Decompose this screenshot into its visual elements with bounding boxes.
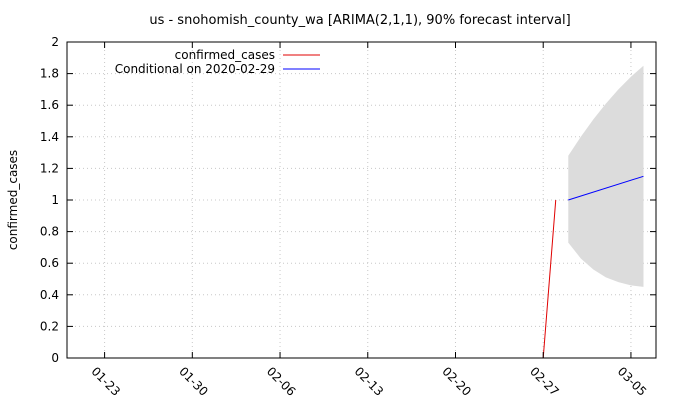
x-tick-label: 01-23	[88, 364, 123, 399]
chart-title: us - snohomish_county_wa [ARIMA(2,1,1), …	[149, 13, 570, 28]
y-tick-label: 0.6	[40, 256, 59, 270]
plot-frame	[66, 41, 657, 359]
legend-label-confirmed-cases: confirmed_cases	[175, 48, 275, 62]
series-line-confirmed-cases	[542, 199, 557, 359]
y-tick-label: 2	[51, 35, 59, 49]
y-tick-label: 0.4	[40, 288, 59, 302]
x-tick-label: 03-05	[615, 364, 650, 399]
y-tick-label: 1.6	[40, 98, 59, 112]
series-line-conditional-forecast	[568, 175, 644, 201]
y-tick-label: 0.8	[40, 225, 59, 239]
y-tick-label: 1.8	[40, 67, 59, 81]
y-tick-label: 0.2	[40, 319, 59, 333]
x-tick-label: 01-30	[176, 364, 211, 399]
y-axis-label: confirmed_cases	[6, 150, 20, 250]
x-tick-label: 02-20	[439, 364, 474, 399]
grid	[67, 42, 656, 358]
forecast-interval-band	[568, 65, 644, 287]
y-tick-label: 0	[51, 351, 59, 365]
x-tick-label: 02-27	[527, 364, 562, 399]
x-tick-label: 02-06	[264, 364, 299, 399]
y-tick-label: 1.4	[40, 130, 59, 144]
series-lines	[542, 175, 644, 359]
legend-label-conditional: Conditional on 2020-02-29	[115, 62, 275, 76]
forecast-interval-area	[568, 65, 644, 287]
y-tick-label: 1.2	[40, 161, 59, 175]
y-tick-label: 1	[51, 193, 59, 207]
axes: 0 0.2 0.4 0.6 0.8 1 1.2 1.4 1.6 1.8 2 01-23 01-30 02-…	[40, 35, 657, 399]
x-tick-label: 02-13	[352, 364, 387, 399]
legend: confirmed_cases Conditional on 2020-02-2…	[115, 48, 320, 76]
